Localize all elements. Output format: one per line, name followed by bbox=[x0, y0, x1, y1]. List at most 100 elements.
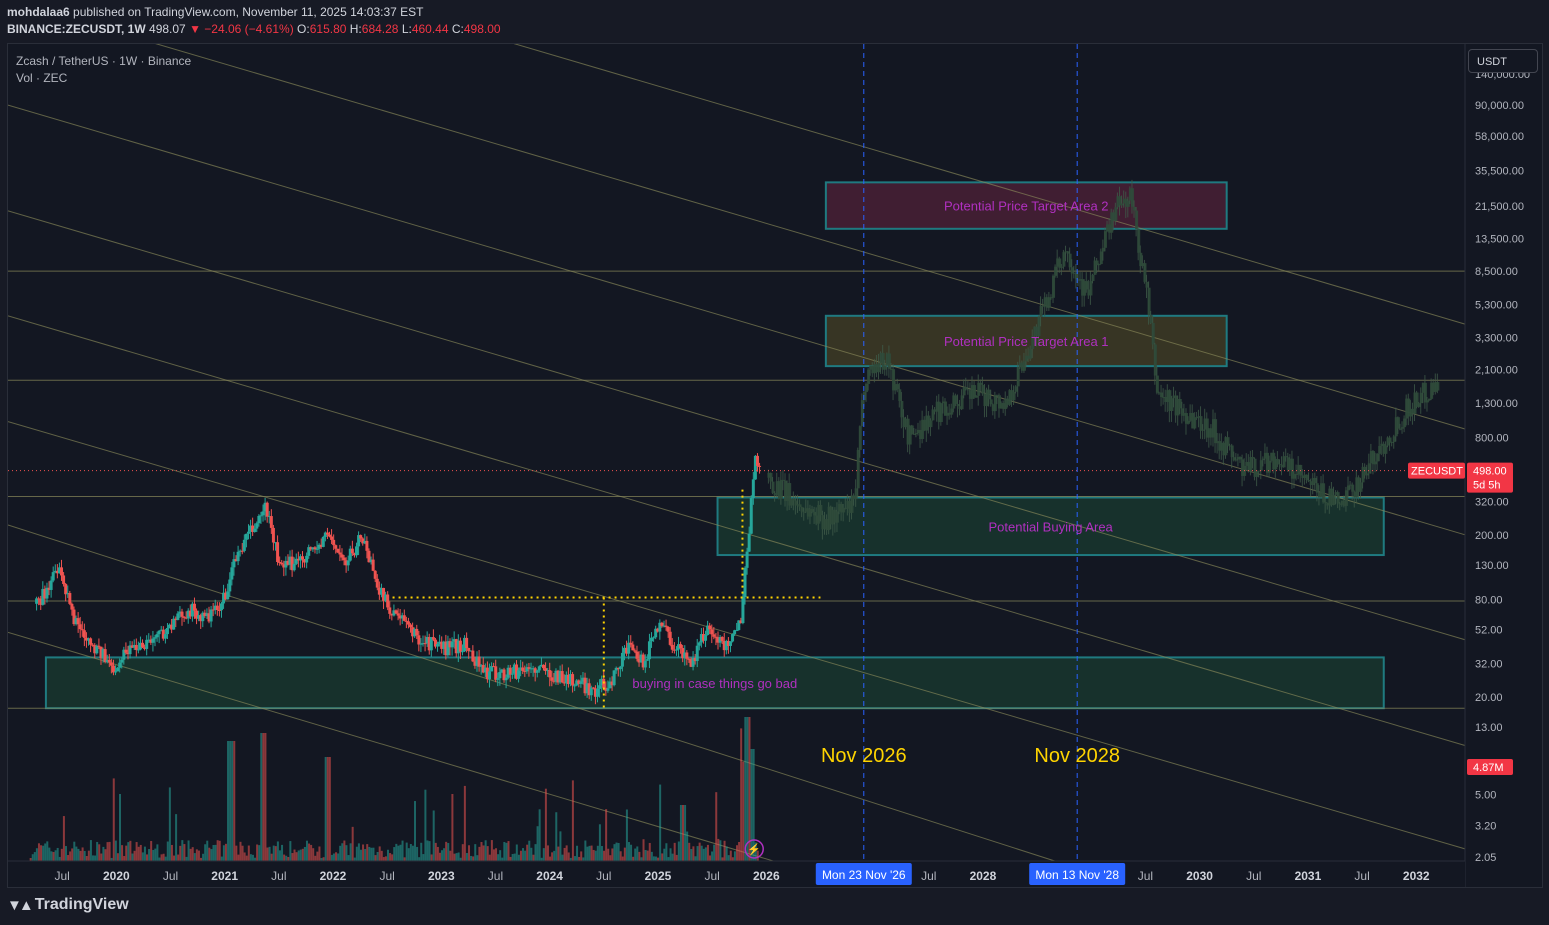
price-tick-label: 13,500.00 bbox=[1475, 234, 1524, 246]
volume-bar bbox=[546, 845, 549, 861]
price-candle bbox=[456, 640, 460, 654]
volume-bar bbox=[324, 757, 327, 861]
volume-bar bbox=[461, 844, 464, 861]
projection-candle bbox=[1384, 445, 1388, 454]
projection-candle bbox=[1089, 281, 1093, 296]
projection-candle bbox=[1058, 258, 1062, 268]
time-tick-label: 2028 bbox=[970, 869, 997, 883]
price-candle bbox=[373, 570, 377, 579]
projection-candle bbox=[790, 498, 794, 506]
volume-bar bbox=[31, 854, 34, 861]
price-candle bbox=[521, 667, 525, 671]
price-candle bbox=[716, 637, 720, 643]
projection-candle bbox=[1338, 503, 1342, 505]
projection-candle bbox=[1359, 482, 1363, 492]
price-candle bbox=[251, 525, 255, 532]
volume-bar bbox=[362, 844, 365, 861]
volume-bar bbox=[118, 793, 121, 861]
volume-bar bbox=[436, 846, 439, 861]
projection-candle bbox=[1365, 473, 1369, 476]
zone-label-0: Potential Price Target Area 2 bbox=[944, 199, 1109, 214]
projection-candle bbox=[1363, 466, 1367, 476]
projection-candle bbox=[950, 408, 954, 415]
price-candle bbox=[242, 539, 246, 551]
price-candle bbox=[485, 667, 489, 680]
volume-bar bbox=[690, 848, 693, 861]
volume-bar bbox=[75, 846, 78, 861]
price-candle bbox=[674, 649, 678, 651]
projection-candle bbox=[798, 504, 802, 508]
volume-bar bbox=[625, 809, 628, 861]
volume-bar bbox=[488, 854, 491, 861]
price-candle bbox=[382, 587, 386, 601]
price-candle bbox=[537, 666, 541, 671]
projection-candle bbox=[964, 387, 968, 390]
volume-bar bbox=[542, 848, 545, 861]
price-candle bbox=[442, 641, 446, 649]
volume-bar bbox=[526, 844, 529, 861]
volume-bar bbox=[725, 846, 728, 861]
projection-candle bbox=[1097, 264, 1101, 266]
price-candle bbox=[693, 657, 697, 662]
volume-bar bbox=[702, 848, 705, 861]
projection-candle bbox=[811, 509, 815, 512]
volume-bar bbox=[77, 848, 80, 861]
projection-candle bbox=[806, 508, 810, 517]
volume-bar bbox=[274, 846, 277, 861]
price-candle bbox=[596, 688, 600, 697]
price-candle bbox=[685, 652, 689, 659]
price-candle bbox=[413, 628, 417, 637]
price-candle bbox=[80, 629, 84, 631]
price-candle bbox=[548, 670, 552, 678]
projection-candle bbox=[1130, 188, 1134, 207]
volume-bar bbox=[752, 749, 755, 861]
volume-bar bbox=[106, 842, 109, 861]
volume-bar bbox=[630, 844, 633, 861]
price-candle bbox=[82, 630, 86, 638]
publish-date: published on TradingView.com, November 1… bbox=[69, 5, 424, 19]
volume-badge bbox=[1467, 759, 1513, 775]
price-candle bbox=[517, 670, 521, 679]
projection-candle bbox=[1062, 252, 1066, 267]
time-tick-label: Jul bbox=[488, 869, 503, 883]
volume-bar bbox=[611, 848, 614, 861]
volume-bar bbox=[669, 848, 672, 861]
volume-bar bbox=[482, 845, 485, 861]
projection-candle bbox=[1064, 251, 1068, 253]
price-candle bbox=[535, 670, 539, 673]
price-candle bbox=[282, 564, 286, 568]
volume-bar bbox=[98, 844, 101, 861]
volume-bar bbox=[696, 846, 699, 861]
projection-candle bbox=[948, 412, 952, 415]
price-candle bbox=[203, 612, 207, 616]
low-label: L: bbox=[401, 22, 412, 36]
volume-bar bbox=[445, 841, 448, 861]
price-candle bbox=[560, 671, 564, 683]
volume-bar bbox=[44, 843, 47, 861]
volume-bar bbox=[243, 852, 246, 861]
currency-button[interactable]: USDT bbox=[1468, 49, 1538, 73]
volume-bar bbox=[291, 853, 294, 861]
projection-candle bbox=[848, 501, 852, 513]
volume-bar bbox=[393, 847, 396, 861]
projection-candle bbox=[1166, 390, 1170, 403]
price-candle bbox=[259, 515, 263, 517]
projection-candle bbox=[1054, 266, 1058, 276]
tradingview-logo[interactable]: ▼▲ TradingView bbox=[7, 896, 129, 914]
price-candle bbox=[313, 547, 317, 550]
chart-canvas[interactable]: Potential Price Target Area 2 Potential P… bbox=[8, 44, 1543, 888]
price-candle bbox=[276, 542, 280, 562]
volume-bar bbox=[127, 842, 130, 861]
projection-candle bbox=[1195, 417, 1199, 419]
price-candle bbox=[660, 622, 664, 627]
price-candle bbox=[720, 637, 724, 641]
volume-bar bbox=[484, 840, 487, 861]
price-candle bbox=[483, 667, 487, 673]
projection-candle bbox=[921, 419, 925, 439]
price-candle bbox=[72, 609, 76, 625]
projection-candle bbox=[946, 412, 950, 416]
chart-frame[interactable]: Potential Price Target Area 2 Potential P… bbox=[7, 43, 1543, 888]
projection-candle bbox=[1020, 362, 1024, 371]
volume-bar bbox=[114, 840, 117, 861]
projection-candle bbox=[1311, 478, 1315, 486]
